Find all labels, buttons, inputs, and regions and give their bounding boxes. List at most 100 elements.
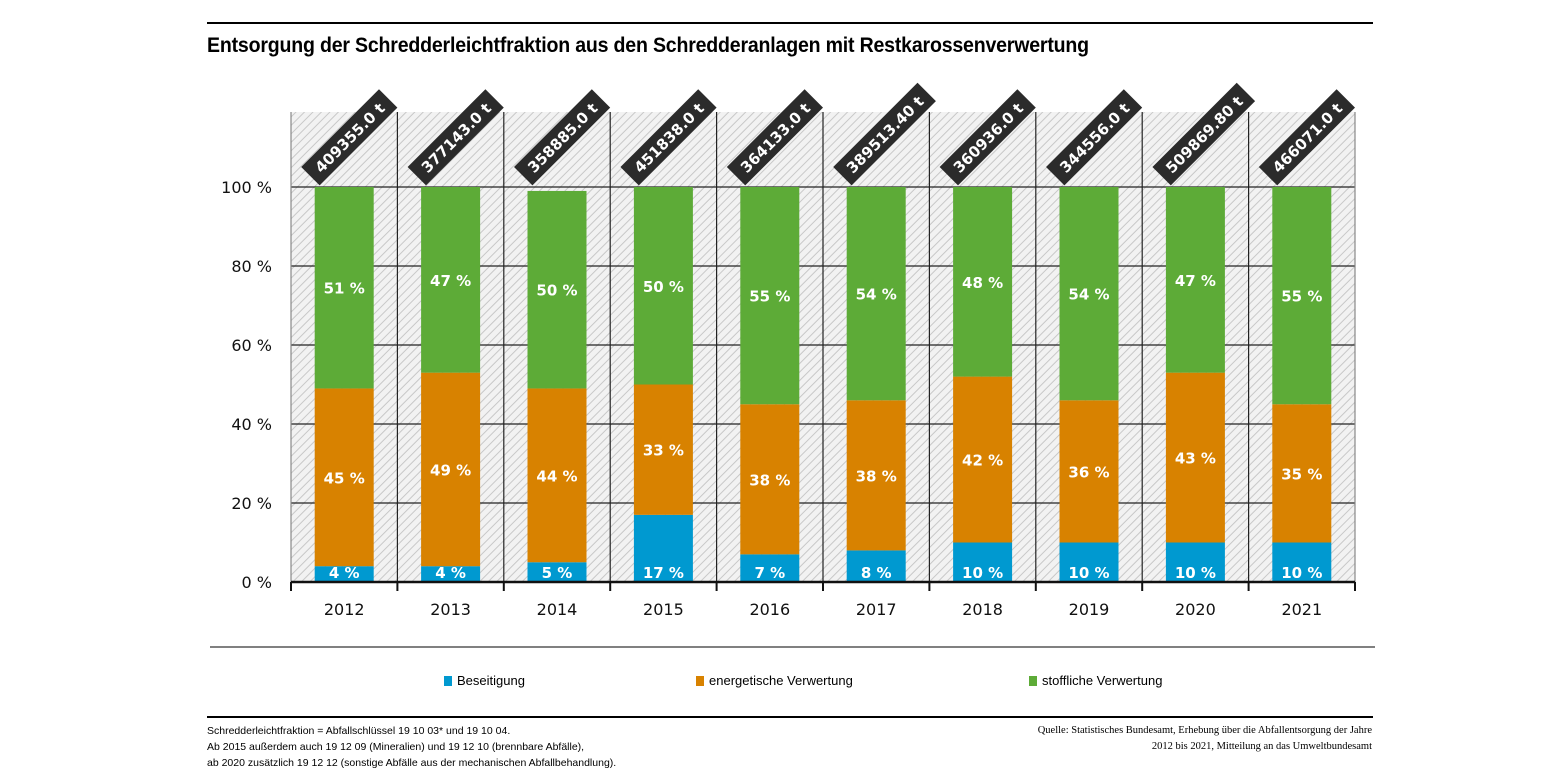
top-rule: [207, 22, 1373, 24]
total-label-bg: [833, 82, 936, 186]
data-label: 51 %: [324, 280, 365, 298]
legend-swatch-stofflich: [1029, 675, 1037, 686]
legend-label: energetische Verwertung: [709, 673, 853, 688]
data-label: 55 %: [1281, 288, 1322, 306]
footnote: Schredderleichtfraktion = Abfallschlüsse…: [207, 723, 616, 771]
total-label-bg: [514, 89, 611, 186]
y-tick-label: 0 %: [242, 573, 272, 592]
data-label: 7 %: [754, 564, 785, 582]
x-tick-label: 2014: [537, 600, 578, 619]
bar-segment: [1165, 372, 1225, 543]
data-label: 54 %: [856, 286, 897, 304]
data-label: 54 %: [1068, 286, 1109, 304]
data-label: 10 %: [962, 564, 1003, 582]
bar-segment: [314, 388, 374, 567]
total-label-bg: [301, 89, 398, 186]
y-tick-label: 40 %: [231, 415, 272, 434]
data-label: 4 %: [329, 564, 360, 582]
data-label: 49 %: [430, 461, 471, 479]
footnote-line: Schredderleichtfraktion = Abfallschlüsse…: [207, 725, 511, 737]
x-tick-label: 2020: [1175, 600, 1216, 619]
data-label: 43 %: [1175, 450, 1216, 468]
bar-segment: [953, 376, 1013, 543]
bar-segment: [1165, 187, 1225, 373]
data-label: 8 %: [861, 564, 892, 582]
data-label: 33 %: [643, 442, 684, 460]
data-label: 47 %: [430, 272, 471, 290]
total-label-bg: [1258, 89, 1355, 186]
bar-segment: [846, 187, 906, 401]
bar-segment: [527, 388, 587, 563]
bar-segment: [1165, 542, 1225, 582]
chart-title: Entsorgung der Schredderleichtfraktion a…: [207, 34, 1089, 57]
bar-segment: [1059, 400, 1119, 543]
data-label: 55 %: [749, 288, 790, 306]
bar-segment: [314, 187, 374, 389]
bar-segment: [953, 542, 1013, 582]
bar-segment: [633, 384, 693, 515]
bars: 4 % 45 % 51 % 4 % 49 % 47 % 5 % 44 % 50 % 17 % 33 …: [314, 187, 1332, 582]
bar-segment: [740, 404, 800, 555]
bar-segment: [846, 400, 906, 551]
data-label: 17 %: [643, 564, 684, 582]
legend-item-energetisch: energetische Verwertung: [696, 673, 853, 688]
y-tick-label: 20 %: [231, 494, 272, 513]
y-tick-label: 80 %: [231, 257, 272, 276]
data-label: 36 %: [1068, 463, 1109, 481]
data-label: 38 %: [856, 467, 897, 485]
total-label-bg: [407, 89, 504, 186]
total-label-bg: [1152, 82, 1256, 186]
bar-segment: [421, 187, 481, 373]
bar-segment: [1272, 187, 1332, 405]
legend-label: Beseitigung: [457, 673, 525, 688]
axes: 0 % 20 % 40 % 60 % 80 % 100 % 2012 2013 2014 2015…: [221, 178, 1356, 619]
x-tick-label: 2021: [1281, 600, 1322, 619]
bar-segment: [846, 550, 906, 582]
legend-item-beseitigung: Beseitigung: [444, 673, 525, 688]
legend-swatch-beseitigung: [444, 675, 452, 686]
data-label: 10 %: [1068, 564, 1109, 582]
footnote-line: Ab 2015 außerdem auch 19 12 09 (Minerali…: [207, 741, 585, 753]
source-note: Quelle: Statistisches Bundesamt, Erhebun…: [1038, 723, 1372, 755]
total-label-bg: [939, 89, 1036, 186]
data-label: 47 %: [1175, 272, 1216, 290]
bar-segment: [527, 562, 587, 582]
data-label: 48 %: [962, 274, 1003, 292]
bar-segment: [953, 187, 1013, 377]
bar-segment: [314, 566, 374, 582]
y-tick-label: 60 %: [231, 336, 272, 355]
legend-label: stoffliche Verwertung: [1042, 673, 1163, 688]
bar-segment: [1059, 187, 1119, 401]
data-label: 45 %: [324, 469, 365, 487]
legend-swatch-energetisch: [696, 675, 704, 686]
data-label: 10 %: [1175, 564, 1216, 582]
bar-segment: [421, 372, 481, 567]
x-tick-label: 2012: [324, 600, 365, 619]
bar-segment: [1272, 404, 1332, 543]
stacked-bar-chart: 4 % 45 % 51 % 4 % 49 % 47 % 5 % 44 % 50 % 17 % 33 …: [221, 82, 1356, 619]
x-tick-label: 2013: [430, 600, 471, 619]
data-label: 50 %: [536, 282, 577, 300]
bar-segment: [740, 187, 800, 405]
legend-divider: [210, 646, 1375, 648]
x-tick-label: 2017: [856, 600, 897, 619]
data-label: 10 %: [1281, 564, 1322, 582]
footnote-line: ab 2020 zusätzlich 19 12 12 (sonstige Ab…: [207, 757, 617, 769]
bar-segment: [740, 554, 800, 582]
source-line: Quelle: Statistisches Bundesamt, Erhebun…: [1037, 725, 1372, 736]
footer-rule: [207, 716, 1373, 718]
data-label: 44 %: [536, 467, 577, 485]
total-label-bg: [726, 89, 823, 186]
source-line: 2012 bis 2021, Mitteilung an das Umweltb…: [1151, 741, 1372, 752]
total-label-bg: [620, 89, 717, 186]
data-label: 4 %: [435, 564, 466, 582]
x-tick-label: 2016: [749, 600, 790, 619]
x-tick-label: 2015: [643, 600, 684, 619]
bar-segment: [633, 187, 693, 385]
bar-segment: [527, 190, 587, 389]
bar-segment: [1059, 542, 1119, 582]
x-tick-label: 2019: [1069, 600, 1110, 619]
total-label-bg: [1046, 89, 1143, 186]
x-tick-label: 2018: [962, 600, 1003, 619]
data-label: 35 %: [1281, 465, 1322, 483]
